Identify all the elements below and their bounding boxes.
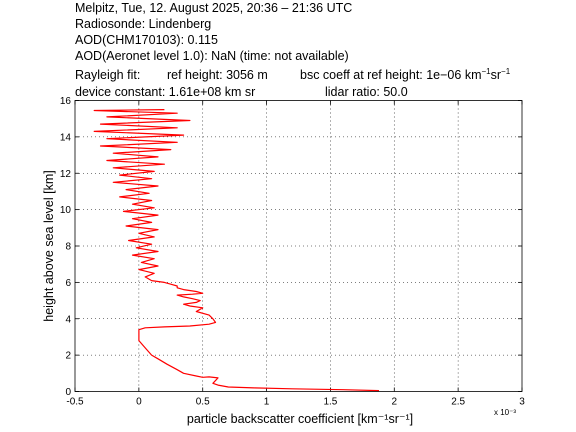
x-tick-label: 1 bbox=[264, 397, 270, 408]
rayleigh-fit-label: Rayleigh fit: bbox=[75, 68, 141, 82]
x-tick-label: -0.5 bbox=[66, 397, 84, 408]
backscatter-profile-line bbox=[93, 109, 380, 392]
x-tick-label: 0 bbox=[136, 397, 142, 408]
plot-frame bbox=[74, 100, 523, 392]
bsc-exp-sr: −1 bbox=[501, 67, 511, 76]
bsc-coeff-text: bsc coeff at ref height: 1e−06 km bbox=[300, 68, 482, 82]
bsc-exp-km: −1 bbox=[481, 67, 491, 76]
x-tick-label: 3 bbox=[519, 397, 525, 408]
y-tick-label: 6 bbox=[65, 278, 71, 289]
x-tick-label: 0.5 bbox=[196, 397, 210, 408]
x-tick-label: 2 bbox=[392, 397, 398, 408]
aod-chm-info: AOD(CHM170103): 0.115 bbox=[75, 33, 218, 47]
y-tick-label: 16 bbox=[60, 96, 72, 107]
grid-lines bbox=[75, 100, 522, 392]
ref-height-info: ref height: 3056 m bbox=[167, 68, 268, 82]
y-tick-label: 0 bbox=[65, 387, 71, 398]
title-location-time: Melpitz, Tue, 12. August 2025, 20:36 – 2… bbox=[75, 1, 353, 15]
bsc-sr-text: sr bbox=[490, 68, 502, 82]
y-tick-label: 2 bbox=[65, 351, 71, 362]
x-axis-label: particle backscatter coefficient [km⁻¹sr… bbox=[187, 412, 413, 426]
lidar-ratio-info: lidar ratio: 50.0 bbox=[325, 85, 408, 99]
x-tick-label: 1.5 bbox=[323, 397, 337, 408]
aod-aeronet-info: AOD(Aeronet level 1.0): NaN (time: not a… bbox=[75, 49, 349, 63]
bsc-coeff-info: bsc coeff at ref height: 1e−06 km−1sr−1 bbox=[300, 67, 511, 83]
x-axis-multiplier: x 10⁻³ bbox=[494, 408, 516, 417]
y-tick-label: 14 bbox=[60, 132, 72, 143]
y-tick-label: 8 bbox=[65, 242, 71, 253]
y-tick-label: 12 bbox=[60, 169, 72, 180]
x-tick-label: 2.5 bbox=[451, 397, 465, 408]
y-tick-label: 10 bbox=[60, 205, 72, 216]
y-axis-label: height above sea level [km] bbox=[42, 170, 56, 321]
radiosonde-info: Radiosonde: Lindenberg bbox=[75, 17, 212, 31]
profile-series bbox=[93, 109, 380, 392]
y-tick-label: 4 bbox=[65, 314, 71, 325]
device-constant-info: device constant: 1.61e+08 km sr bbox=[75, 85, 256, 99]
